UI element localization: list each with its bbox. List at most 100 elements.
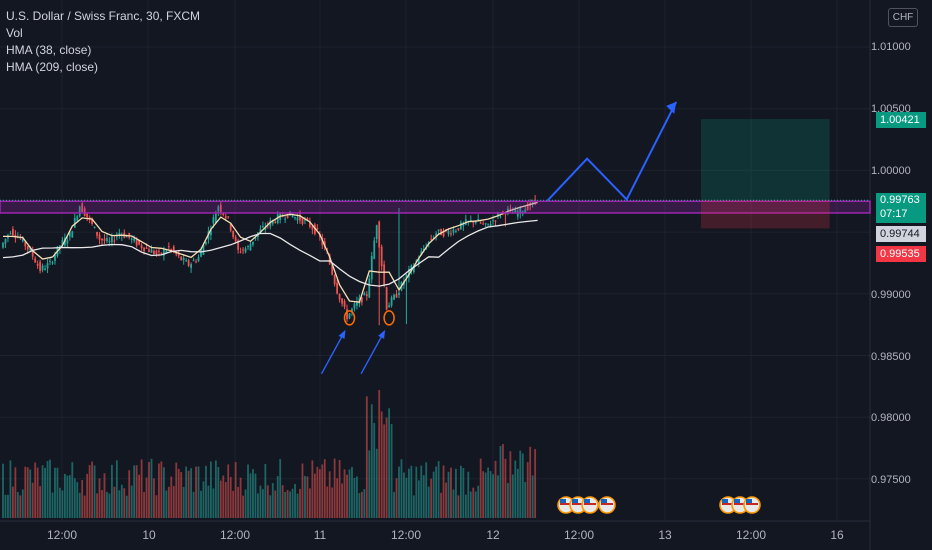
candle-body[interactable] — [234, 237, 237, 242]
candle-body[interactable] — [457, 228, 460, 231]
candle-body[interactable] — [51, 262, 54, 264]
candle-body[interactable] — [346, 309, 348, 320]
candle-body[interactable] — [68, 232, 71, 237]
candle-body[interactable] — [158, 250, 160, 252]
candle-body[interactable] — [170, 249, 173, 251]
candle-body[interactable] — [383, 264, 386, 286]
candle-body[interactable] — [118, 233, 121, 236]
candle-body[interactable] — [205, 241, 207, 245]
candle-body[interactable] — [378, 221, 381, 248]
candle-body[interactable] — [222, 212, 225, 215]
candle-body[interactable] — [326, 252, 329, 254]
candle-body[interactable] — [202, 245, 205, 255]
candle-body[interactable] — [390, 297, 393, 306]
candle-body[interactable] — [214, 213, 217, 223]
candle-body[interactable] — [408, 269, 410, 278]
candle-body[interactable] — [96, 231, 98, 236]
candle-body[interactable] — [108, 241, 111, 243]
candle-body[interactable] — [115, 235, 118, 237]
resistance-zone[interactable] — [0, 200, 871, 214]
candle-body[interactable] — [4, 238, 7, 244]
forecast-path[interactable] — [546, 101, 678, 202]
candle-body[interactable] — [150, 249, 153, 253]
candle-body[interactable] — [286, 213, 289, 218]
candle-body[interactable] — [73, 217, 76, 228]
candle-body[interactable] — [281, 215, 284, 217]
candle-body[interactable] — [343, 301, 346, 307]
candle-body[interactable] — [106, 238, 108, 242]
candle-body[interactable] — [373, 240, 376, 259]
candle-body[interactable] — [227, 216, 230, 218]
candle-body[interactable] — [61, 239, 64, 246]
candle-body[interactable] — [388, 305, 390, 308]
candle-body[interactable] — [182, 257, 185, 261]
candle-body[interactable] — [78, 206, 81, 217]
candle-body[interactable] — [247, 246, 249, 248]
candle-body[interactable] — [88, 217, 91, 219]
candle-body[interactable] — [210, 229, 212, 236]
candle-body[interactable] — [487, 223, 489, 225]
candle-body[interactable] — [165, 250, 168, 253]
candle-body[interactable] — [531, 200, 534, 205]
candle-body[interactable] — [291, 215, 294, 218]
candle-body[interactable] — [229, 223, 232, 231]
candle-body[interactable] — [200, 250, 202, 257]
candle-body[interactable] — [306, 218, 309, 220]
candle-body[interactable] — [301, 217, 304, 224]
candle-body[interactable] — [76, 216, 79, 221]
candle-body[interactable] — [98, 234, 101, 240]
candle-body[interactable] — [244, 248, 247, 253]
candle-body[interactable] — [462, 222, 465, 227]
candle-body[interactable] — [370, 256, 373, 280]
candle-body[interactable] — [83, 208, 86, 217]
candle-body[interactable] — [29, 248, 32, 251]
candle-body[interactable] — [46, 263, 49, 269]
candle-body[interactable] — [482, 223, 485, 225]
candle-body[interactable] — [86, 213, 89, 218]
candle-body[interactable] — [212, 217, 215, 224]
candle-body[interactable] — [224, 216, 227, 219]
candle-body[interactable] — [437, 229, 440, 231]
candle-body[interactable] — [239, 251, 242, 253]
candle-body[interactable] — [459, 222, 462, 230]
candle-body[interactable] — [360, 297, 363, 303]
candle-body[interactable] — [304, 219, 306, 221]
candle-body[interactable] — [489, 224, 492, 228]
candle-body[interactable] — [447, 230, 450, 235]
candle-body[interactable] — [422, 249, 425, 251]
candle-body[interactable] — [187, 260, 190, 266]
candle-body[interactable] — [452, 229, 455, 233]
candle-body[interactable] — [284, 218, 287, 220]
candle-body[interactable] — [294, 217, 296, 219]
candle-body[interactable] — [24, 241, 27, 247]
candle-body[interactable] — [398, 292, 400, 295]
candle-body[interactable] — [504, 213, 507, 215]
candle-body[interactable] — [464, 219, 467, 225]
candle-body[interactable] — [472, 221, 475, 224]
candle-body[interactable] — [49, 260, 51, 262]
candle-body[interactable] — [479, 222, 482, 224]
candle-body[interactable] — [197, 257, 200, 262]
candle-body[interactable] — [162, 249, 165, 256]
candle-body[interactable] — [185, 260, 188, 262]
candle-body[interactable] — [36, 263, 39, 266]
candle-body[interactable] — [420, 251, 423, 256]
candle-body[interactable] — [153, 250, 155, 255]
candle-body[interactable] — [274, 221, 277, 223]
candle-body[interactable] — [138, 240, 141, 245]
candle-body[interactable] — [356, 301, 358, 306]
candle-body[interactable] — [502, 211, 504, 213]
candle-body[interactable] — [113, 240, 116, 242]
candle-body[interactable] — [259, 229, 262, 234]
candle-body[interactable] — [410, 265, 413, 271]
candle-body[interactable] — [160, 252, 163, 254]
candle-body[interactable] — [348, 313, 351, 319]
candle-body[interactable] — [101, 238, 103, 241]
candle-body[interactable] — [232, 230, 235, 238]
candle-body[interactable] — [26, 246, 29, 250]
candle-body[interactable] — [316, 227, 319, 230]
target-zone[interactable] — [700, 119, 830, 201]
candle-body[interactable] — [499, 216, 502, 218]
candle-body[interactable] — [380, 246, 383, 267]
